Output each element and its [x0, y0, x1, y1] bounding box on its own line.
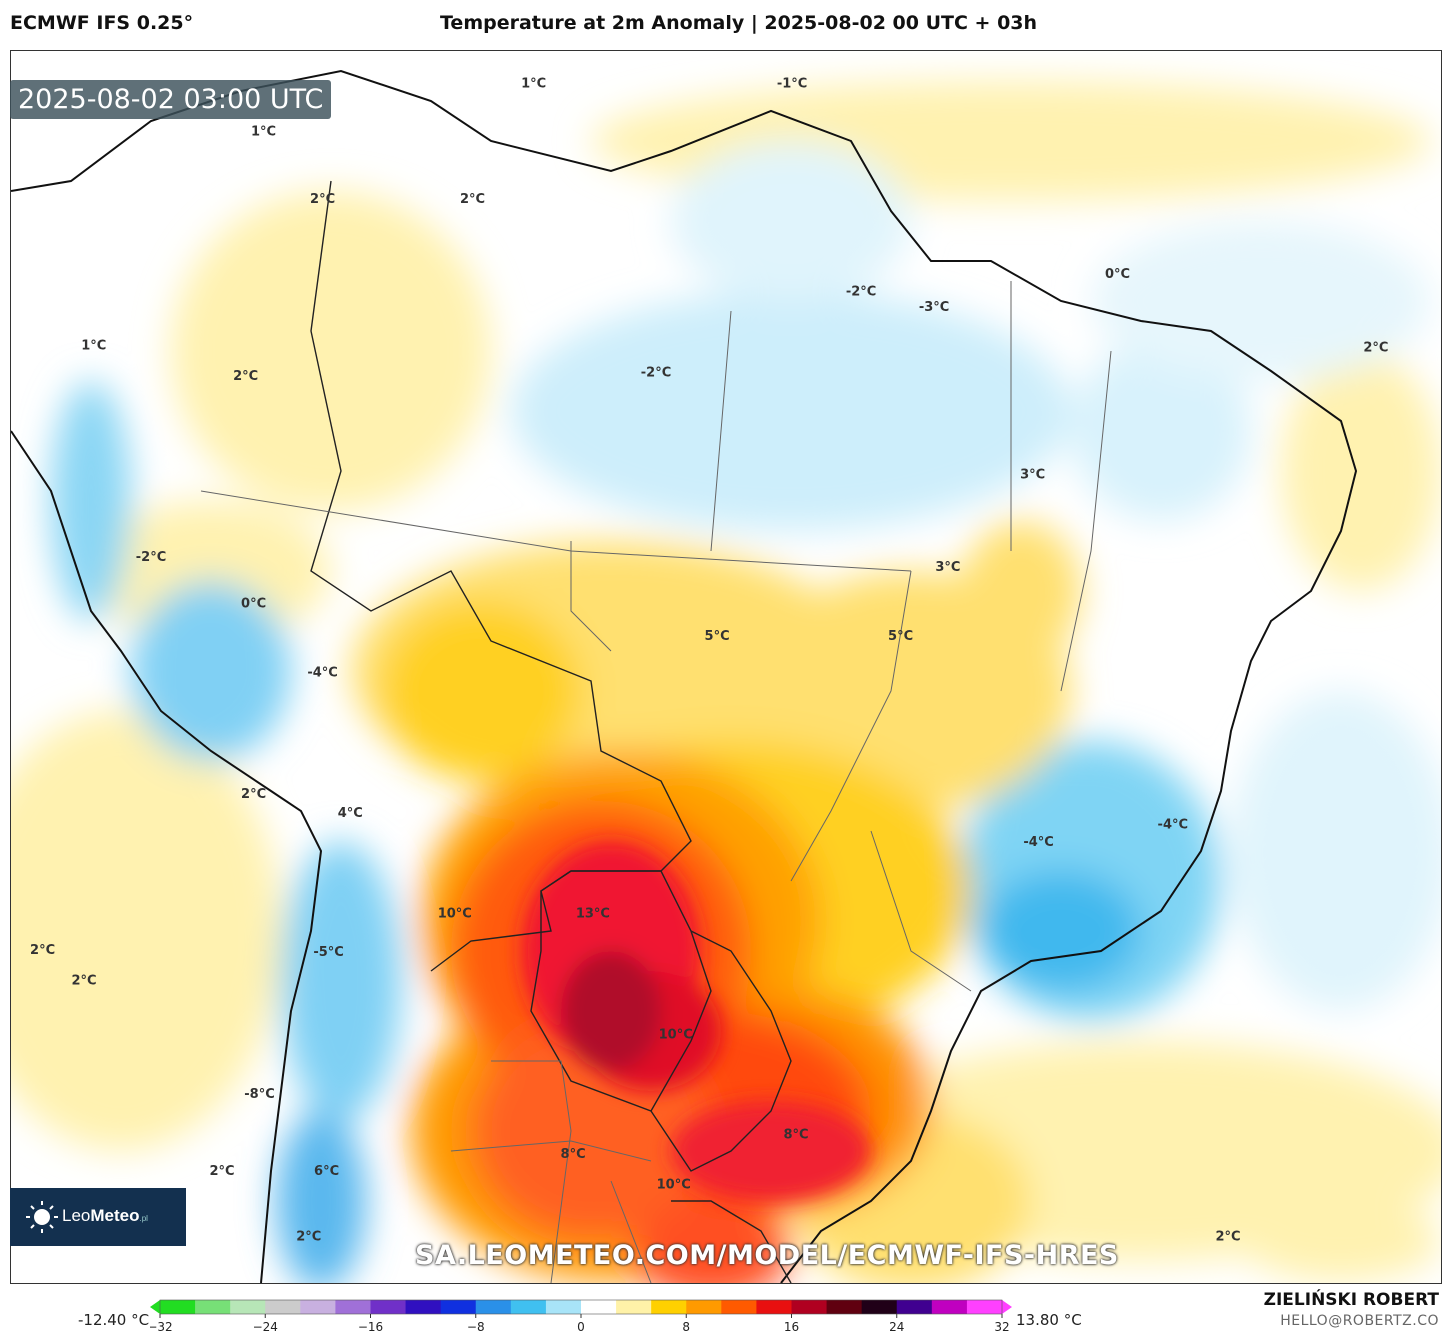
- anomaly-label: -4°C: [1023, 835, 1053, 850]
- anomaly-label: 10°C: [657, 1178, 691, 1193]
- colorbar-segment: [195, 1300, 231, 1314]
- anomaly-label: -4°C: [307, 666, 337, 681]
- colorbar-segment: [440, 1300, 477, 1314]
- anomaly-label: 10°C: [438, 906, 472, 921]
- map-canvas: 1°C -1°C 1°C 2°C 2°C -2°C -3°C 0°C 1°C 2°C -2°C 2°C…: [11, 51, 1441, 1283]
- colorbar-segment: [721, 1300, 758, 1314]
- anomaly-label: -2°C: [136, 550, 166, 565]
- anomaly-label: 2°C: [1215, 1230, 1240, 1245]
- colorbar-segment: [826, 1300, 863, 1314]
- colorbar-segment: [581, 1300, 617, 1314]
- colorbar-segment: [405, 1300, 442, 1314]
- colorbar-segment: [861, 1300, 898, 1314]
- colorbar-tick-label: 8: [682, 1320, 690, 1334]
- colorbar-segment: [160, 1300, 196, 1314]
- colorbar-segment: [510, 1300, 547, 1314]
- colorbar-segment: [756, 1300, 793, 1314]
- colorbar-min-arrow: [150, 1300, 160, 1314]
- anomaly-label: 0°C: [241, 596, 266, 611]
- anomaly-label: -5°C: [313, 945, 343, 960]
- author-name: ZIELIŃSKI ROBERT: [1263, 1290, 1439, 1310]
- chart-title: Temperature at 2m Anomaly | 2025-08-02 0…: [440, 12, 1038, 34]
- country-borders: [310, 180, 792, 1283]
- logo-text: LeoMeteo.pl: [62, 1206, 148, 1225]
- colorbar-segment: [616, 1300, 652, 1314]
- anomaly-label: 0°C: [1105, 267, 1130, 282]
- colorbar-tick-label: 0: [577, 1320, 585, 1334]
- anomaly-map: 1°C -1°C 1°C 2°C 2°C -2°C -3°C 0°C 1°C 2°C -2°C 2°C…: [10, 50, 1442, 1284]
- anomaly-label: 2°C: [241, 787, 266, 802]
- anomaly-label: -3°C: [919, 300, 949, 315]
- colorbar-tick-label: −24: [253, 1320, 278, 1334]
- anomaly-label: 2°C: [71, 974, 96, 989]
- coastline: [11, 69, 1358, 1283]
- watermark-url: SA.LEOMETEO.COM/MODEL/ECMWF-IFS-HRES: [415, 1240, 1119, 1271]
- colorbar-max-arrow: [1002, 1300, 1012, 1314]
- anomaly-label: 5°C: [888, 629, 913, 644]
- colorbar-segment: [651, 1300, 687, 1314]
- anomaly-label: 2°C: [233, 369, 258, 384]
- colorbar-segment: [265, 1300, 301, 1314]
- anomaly-label: 2°C: [30, 943, 55, 958]
- anomaly-labels: 1°C -1°C 1°C 2°C 2°C -2°C -3°C 0°C 1°C 2°C -2°C 2°C…: [30, 77, 1388, 1245]
- colorbar-segment: [475, 1300, 512, 1314]
- anomaly-label: 3°C: [935, 560, 960, 575]
- leometeo-logo[interactable]: LeoMeteo.pl: [10, 1188, 186, 1246]
- colorbar-tick-label: 24: [889, 1320, 904, 1334]
- colorbar-segment: [335, 1300, 372, 1314]
- colorbar-tick-label: −32: [150, 1320, 173, 1334]
- anomaly-label: -4°C: [1158, 818, 1188, 833]
- anomaly-label: 10°C: [659, 1028, 693, 1043]
- anomaly-label: -2°C: [846, 285, 876, 300]
- anomaly-label: -8°C: [244, 1087, 274, 1102]
- colorbar-segment: [931, 1300, 968, 1314]
- colorbar-segment: [896, 1300, 933, 1314]
- anomaly-label: 3°C: [1020, 467, 1045, 482]
- colorbar-segment: [230, 1300, 266, 1314]
- sun-icon: [26, 1201, 58, 1233]
- anomaly-label: 1°C: [251, 125, 276, 140]
- anomaly-label: 5°C: [705, 629, 730, 644]
- colorbar-segment: [791, 1300, 828, 1314]
- colorbar-max-label: 13.80 °C: [1016, 1311, 1082, 1329]
- anomaly-label: 4°C: [338, 806, 363, 821]
- valid-time-stamp: 2025-08-02 03:00 UTC: [10, 80, 332, 119]
- colorbar-segment: [545, 1300, 582, 1314]
- anomaly-label: 2°C: [310, 192, 335, 207]
- colorbar-tick-label: 32: [994, 1320, 1009, 1334]
- anomaly-label: 2°C: [460, 192, 485, 207]
- anomaly-label: 1°C: [521, 77, 546, 92]
- anomaly-label: 1°C: [81, 338, 106, 353]
- colorbar-segment: [686, 1300, 722, 1314]
- anomaly-label: 8°C: [561, 1147, 586, 1162]
- colorbar-tick-label: 16: [784, 1320, 799, 1334]
- anomaly-label: 2°C: [296, 1230, 321, 1245]
- colorbar-min-label: -12.40 °C: [78, 1311, 150, 1329]
- colorbar-segment: [300, 1300, 337, 1314]
- anomaly-label: 6°C: [314, 1164, 339, 1179]
- colorbar-tick-label: −16: [358, 1320, 383, 1334]
- model-name: ECMWF IFS 0.25°: [10, 12, 194, 34]
- colorbar-segment: [966, 1300, 1003, 1314]
- anomaly-label: -2°C: [641, 365, 671, 380]
- anomaly-label: -1°C: [777, 77, 807, 92]
- colorbar: −32 −24 −16 −8 0 8 16 24 32: [150, 1299, 1012, 1334]
- anomaly-label: 2°C: [1363, 340, 1388, 355]
- state-borders: [200, 281, 1112, 1283]
- anomaly-label: 13°C: [576, 906, 610, 921]
- author-email[interactable]: HELLO@ROBERTZ.CO: [1280, 1313, 1439, 1329]
- anomaly-label: 8°C: [783, 1128, 808, 1143]
- anomaly-core: [521, 841, 871, 1201]
- colorbar-segment: [370, 1300, 407, 1314]
- colorbar-tick-label: −8: [467, 1320, 485, 1334]
- anomaly-label: 2°C: [209, 1164, 234, 1179]
